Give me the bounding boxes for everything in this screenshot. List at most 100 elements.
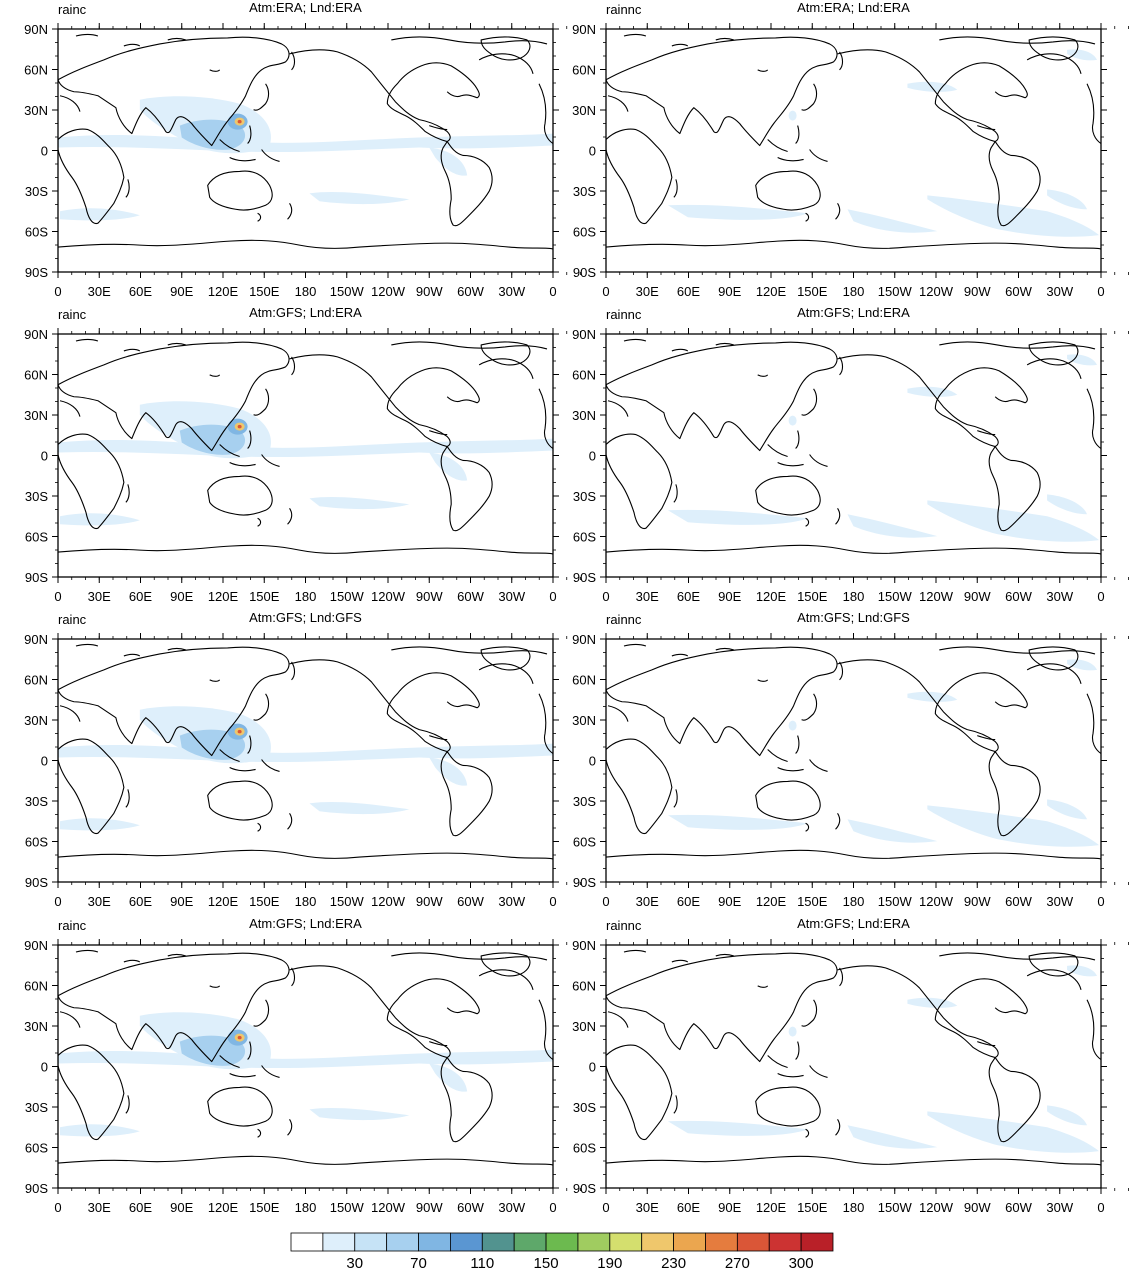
lon-tick-label: 30W — [498, 589, 525, 604]
storm-track — [59, 818, 140, 831]
lon-tick-label: 90W — [964, 894, 991, 909]
lon-tick-label: 90W — [416, 894, 443, 909]
lon-tick-label: 60W — [1005, 1200, 1032, 1215]
storm-track — [1047, 494, 1088, 515]
lon-tick-label: 90W — [416, 284, 443, 299]
lon-tick-label: 60W — [457, 894, 484, 909]
map-panel: rainnc Atm:GFS; Lnd:ERA 0 30E 60E 90E 120E 150E… — [572, 916, 1129, 1215]
lon-tick-label: 0 — [549, 284, 556, 299]
lon-tick-label: 120W — [371, 589, 406, 604]
lon-tick-label: 150E — [797, 589, 828, 604]
lon-tick-label: 120W — [919, 589, 954, 604]
lon-tick-label: 30E — [88, 1200, 111, 1215]
max-core — [237, 1035, 242, 1040]
storm-track — [847, 209, 938, 233]
lon-tick-label: 90W — [416, 1200, 443, 1215]
lon-tick-label: 90E — [718, 1200, 741, 1215]
lon-tick-label: 30W — [498, 284, 525, 299]
lon-tick-label: 60E — [129, 1200, 152, 1215]
lon-tick-label: 30W — [498, 894, 525, 909]
tropical-patch — [788, 110, 797, 121]
lat-tick-label: 90S — [573, 1181, 596, 1196]
tropical-patch — [788, 720, 797, 731]
lat-tick-label: 60S — [573, 530, 596, 545]
storm-track — [927, 1111, 1100, 1153]
lon-tick-label: 60E — [129, 894, 152, 909]
lon-tick-label: 0 — [602, 894, 609, 909]
itcz-band — [58, 133, 553, 153]
lon-tick-label: 30E — [636, 284, 659, 299]
lon-tick-label: 150E — [249, 284, 280, 299]
midlat-patch — [907, 386, 958, 397]
tropical-patch — [788, 1026, 797, 1037]
lat-tick-label: 90N — [24, 632, 48, 647]
spcz-band — [309, 497, 410, 510]
lon-tick-label: 30E — [88, 589, 111, 604]
lon-tick-label: 0 — [1097, 1200, 1104, 1215]
map-frame — [605, 944, 1102, 1189]
lon-tick-label: 0 — [1097, 589, 1104, 604]
storm-track — [847, 819, 938, 843]
lon-tick-label: 120W — [371, 284, 406, 299]
map-panel: rainc Atm:ERA; Lnd:ERA 0 30E 60E 90E 120E 150E 1… — [24, 0, 581, 299]
colorbar-swatch — [290, 1232, 324, 1252]
lon-tick-label: 90E — [718, 894, 741, 909]
spcz-band — [309, 1108, 410, 1121]
colorbar-swatch — [736, 1232, 770, 1252]
lat-tick-label: 30N — [572, 713, 596, 728]
lon-tick-label: 120W — [371, 894, 406, 909]
lat-tick-label: 60N — [24, 368, 48, 383]
colorbar-swatch — [705, 1232, 738, 1252]
map-frame — [605, 28, 1102, 273]
panel-title: Atm:ERA; Lnd:ERA — [797, 0, 910, 15]
lon-tick-label: 0 — [54, 894, 61, 909]
precipitation-field — [606, 949, 1101, 1166]
lon-tick-label: 180 — [295, 284, 317, 299]
amazon-region — [429, 147, 468, 176]
storm-track — [667, 814, 808, 830]
lat-tick-label: 90S — [573, 265, 596, 280]
lon-tick-label: 60W — [457, 284, 484, 299]
lon-tick-label: 30W — [1046, 1200, 1073, 1215]
lon-tick-label: 150E — [797, 1200, 828, 1215]
lon-tick-label: 90W — [964, 284, 991, 299]
lat-tick-label: 60N — [572, 368, 596, 383]
lon-tick-label: 180 — [843, 894, 865, 909]
lat-tick-label: 90S — [25, 570, 48, 585]
lat-tick-label: 90N — [572, 327, 596, 342]
lat-tick-label: 90S — [25, 265, 48, 280]
colorbar-label: 230 — [661, 1255, 686, 1272]
map-panel: rainc Atm:GFS; Lnd:ERA 0 30E 60E 90E 120E 150E 1… — [24, 305, 581, 604]
lon-tick-label: 150W — [878, 1200, 913, 1215]
storm-track — [59, 208, 140, 221]
colorbar-swatch — [673, 1232, 706, 1252]
colorbar-swatch — [545, 1232, 579, 1252]
lon-tick-label: 30E — [88, 284, 111, 299]
lon-tick-label: 30W — [1046, 284, 1073, 299]
lon-tick-label: 90E — [718, 589, 741, 604]
lon-tick-label: 0 — [602, 1200, 609, 1215]
midlat-patch — [1067, 49, 1098, 61]
lon-tick-label: 0 — [54, 589, 61, 604]
colorbar-label: 300 — [789, 1255, 814, 1272]
lon-tick-label: 30W — [1046, 589, 1073, 604]
lat-tick-label: 60S — [25, 530, 48, 545]
lon-tick-label: 120E — [208, 284, 239, 299]
lat-tick-label: 30S — [573, 794, 596, 809]
lat-tick-label: 90S — [25, 875, 48, 890]
lon-tick-label: 60E — [129, 284, 152, 299]
lon-tick-label: 150E — [249, 589, 280, 604]
colorbar-swatch — [768, 1232, 802, 1252]
panel-variable-label: rainnc — [606, 307, 642, 322]
storm-track — [1047, 799, 1088, 820]
amazon-region — [429, 757, 468, 786]
storm-track — [847, 514, 938, 538]
lon-tick-label: 150W — [330, 1200, 365, 1215]
lon-tick-label: 120W — [919, 894, 954, 909]
precipitation-field — [58, 949, 553, 1166]
itcz-band — [58, 1049, 553, 1069]
lat-tick-label: 90N — [24, 327, 48, 342]
lat-tick-label: 0 — [589, 449, 596, 464]
lat-tick-label: 30N — [572, 1019, 596, 1034]
lat-tick-label: 30S — [25, 1100, 48, 1115]
